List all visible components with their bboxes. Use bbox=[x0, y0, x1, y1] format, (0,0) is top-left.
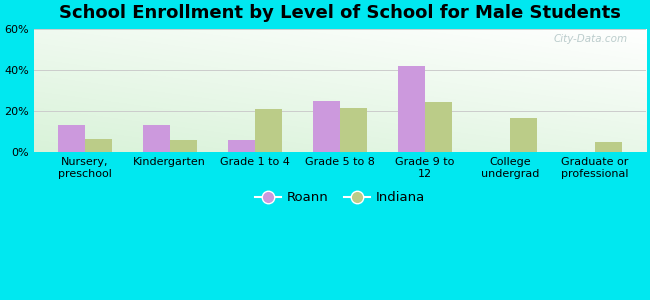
Bar bbox=[340, 108, 367, 152]
Bar bbox=[595, 142, 622, 152]
Bar bbox=[84, 139, 112, 152]
Bar bbox=[170, 140, 197, 152]
Bar bbox=[58, 124, 84, 152]
Legend: Roann, Indiana: Roann, Indiana bbox=[250, 186, 430, 210]
Bar bbox=[227, 140, 255, 152]
Bar bbox=[510, 118, 537, 152]
Bar bbox=[398, 66, 425, 152]
Bar bbox=[142, 124, 170, 152]
Title: School Enrollment by Level of School for Male Students: School Enrollment by Level of School for… bbox=[59, 4, 621, 22]
Text: City-Data.com: City-Data.com bbox=[553, 34, 627, 44]
Bar bbox=[313, 101, 340, 152]
Bar bbox=[255, 109, 282, 152]
Bar bbox=[425, 102, 452, 152]
